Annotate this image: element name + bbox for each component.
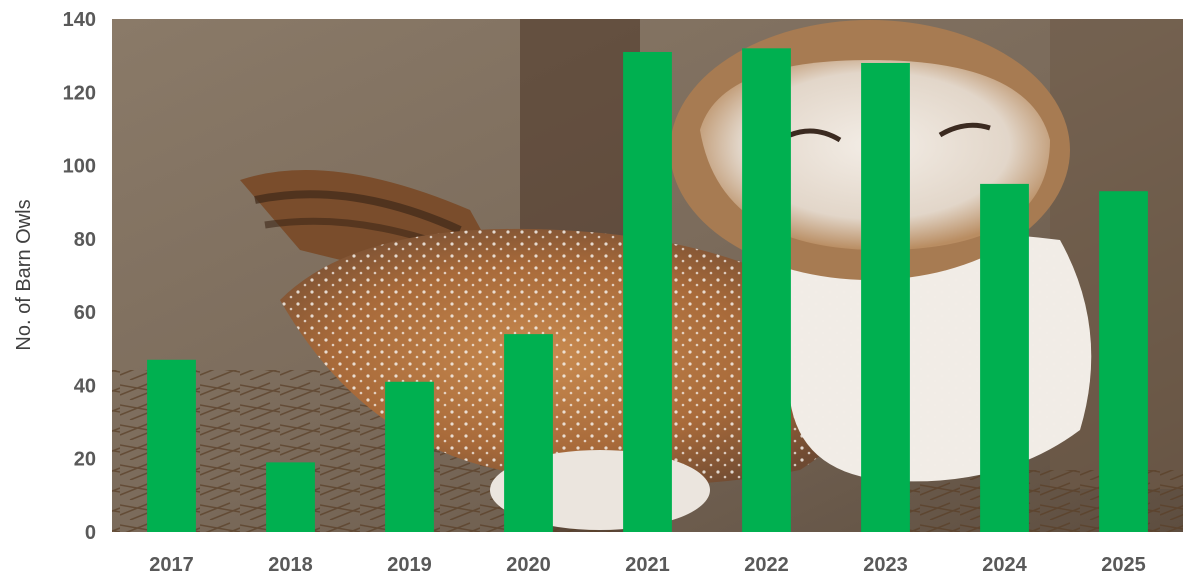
y-tick-label: 0	[85, 522, 96, 544]
bar-2019	[385, 381, 434, 532]
y-tick-label: 120	[63, 82, 96, 104]
bars	[147, 48, 1148, 533]
y-tick-label: 40	[74, 375, 96, 397]
y-tick-label: 80	[74, 229, 96, 251]
bar-2021	[623, 51, 672, 532]
y-tick-label: 20	[74, 449, 96, 471]
x-tick-label: 2017	[149, 554, 194, 576]
x-tick-label: 2018	[268, 554, 313, 576]
x-tick-label: 2020	[506, 554, 551, 576]
bar-2024	[980, 183, 1029, 532]
bar-2022	[742, 48, 791, 533]
y-axis-ticks: 0 20 40 60 80 100 120 140	[63, 9, 96, 544]
x-tick-label: 2023	[863, 554, 908, 576]
y-tick-label: 60	[74, 302, 96, 324]
x-tick-label: 2021	[625, 554, 670, 576]
x-tick-label: 2019	[387, 554, 432, 576]
x-tick-label: 2025	[1101, 554, 1146, 576]
bar-2018	[266, 462, 315, 532]
y-tick-label: 140	[63, 9, 96, 31]
x-tick-label: 2024	[982, 554, 1027, 576]
x-axis-ticks: 2017 2018 2019 2020 2021 2022 2023 2024 2025	[149, 554, 1146, 576]
bar-2023	[861, 62, 910, 532]
y-axis-title: No. of Barn Owls	[13, 199, 35, 350]
x-tick-label: 2022	[744, 554, 789, 576]
bar-2020	[504, 334, 553, 532]
bar-2025	[1099, 191, 1148, 532]
y-tick-label: 100	[63, 156, 96, 178]
bar-2017	[147, 359, 196, 532]
